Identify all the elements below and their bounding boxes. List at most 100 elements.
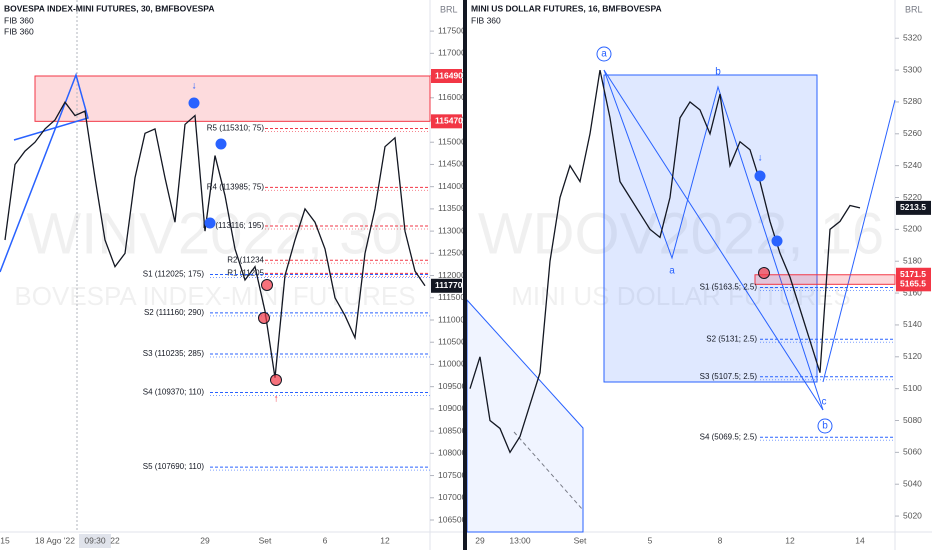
y-tick-label: 112000: [438, 270, 466, 280]
watermark: WDOV2022, 16: [478, 201, 884, 266]
price-line: [469, 69, 861, 454]
wave-line: [603, 69, 824, 411]
y-tick-label: 5160: [903, 287, 922, 297]
fib-box: [603, 74, 818, 383]
x-tick-label: 8: [718, 535, 723, 545]
x-tick-label: 29: [475, 535, 485, 545]
x-tick-label: 12: [380, 535, 390, 545]
y-tick-label: 113500: [438, 203, 466, 213]
price-tag-label: 5171.5: [900, 269, 926, 279]
y-tick-label: 110500: [438, 336, 466, 346]
wave-label: ↓: [192, 81, 197, 92]
price-tag: [896, 200, 931, 215]
projection: [513, 431, 584, 511]
watermark: BOVESPA INDEX-MINI FUTURES: [14, 281, 415, 311]
y-tick-label: 5320: [903, 32, 922, 42]
wave-line: [822, 99, 896, 383]
marker: [758, 267, 770, 279]
chart-title: MINI US DOLLAR FUTURES, 16, BMFBOVESPA: [471, 3, 662, 13]
wave-label: b: [715, 67, 721, 78]
wave-label: ↓: [758, 153, 763, 164]
marker: [188, 97, 200, 109]
pivot-label: S1 (112025; 175): [143, 270, 205, 279]
y-tick-label: 108000: [438, 448, 467, 458]
crosshair-label-bg: [79, 534, 111, 548]
y-tick-label: 5020: [903, 510, 922, 520]
y-tick-label: 117000: [438, 48, 466, 58]
y-tick-label: 5240: [903, 160, 922, 170]
wave-label: b: [822, 421, 828, 432]
pivot-label: S2 (111160; 290): [144, 308, 204, 317]
watermark: WINV2022, 30: [26, 201, 403, 266]
y-tick-label: 113000: [438, 225, 466, 235]
x-tick-label: 29: [200, 535, 210, 545]
indicator-label: FIB 360: [4, 26, 34, 36]
y-tick-label: 114500: [438, 159, 466, 169]
pivot-label: S4 (109370; 110): [143, 388, 205, 397]
x-tick-label: 09:30: [84, 535, 106, 545]
marker: [771, 235, 783, 247]
y-tick-label: 5120: [903, 351, 922, 361]
price-tag: [431, 69, 462, 83]
x-tick-label: Set: [259, 535, 272, 545]
price-tag-label: 5165.5: [900, 279, 926, 289]
y-tick-label: 5200: [903, 224, 922, 234]
pivot-label: S3 (5107.5; 2.5): [700, 372, 758, 381]
indicator-label: FIB 360: [4, 15, 34, 25]
resistance-zone: [754, 274, 896, 285]
wave-line: [603, 69, 824, 411]
price-tag: [431, 114, 462, 129]
watermark: MINI US DOLLAR FUTURES: [511, 281, 851, 311]
wave-label: a: [669, 266, 675, 277]
pivot-label: R4 (113985; 75): [207, 182, 265, 191]
currency-label: BRL: [440, 4, 458, 14]
y-tick-label: 117500: [438, 25, 466, 35]
price-tag-label: 111770: [435, 280, 463, 290]
x-tick-label: 12: [785, 535, 795, 545]
wave-label: c: [822, 397, 827, 408]
y-tick-label: 114000: [438, 181, 466, 191]
marker: [204, 217, 216, 229]
price-tag: [896, 277, 931, 292]
pivot-label: R2 (11234: [227, 255, 264, 264]
marker: [258, 312, 270, 324]
x-tick-label: 15: [0, 535, 10, 545]
marker: [270, 374, 282, 386]
y-tick-label: 112500: [438, 248, 466, 258]
y-tick-label: 5060: [903, 447, 922, 457]
x-tick-label: 22: [110, 535, 120, 545]
price-tag: [431, 278, 462, 293]
chart-title: BOVESPA INDEX-MINI FUTURES, 30, BMFBOVES…: [4, 3, 214, 13]
resistance-zone: [34, 75, 431, 122]
pivot-label: R5 (115310; 75): [207, 124, 265, 133]
x-tick-label: 14: [855, 535, 865, 545]
y-tick-label: 110000: [438, 359, 466, 369]
pivot-label: S2 (5131; 2.5): [706, 334, 757, 343]
y-tick-label: 5040: [903, 478, 922, 488]
pane-separator: [463, 0, 467, 550]
marker: [261, 279, 273, 291]
y-tick-label: 116000: [438, 92, 466, 102]
price-line: [4, 101, 426, 378]
wave-label: a: [601, 49, 607, 60]
wave-label: ↑: [274, 394, 279, 405]
y-tick-label: 107500: [438, 470, 467, 480]
y-tick-label: 109500: [438, 381, 467, 391]
marker: [754, 170, 766, 182]
y-tick-label: 5220: [903, 192, 922, 202]
y-tick-label: 108500: [438, 425, 467, 435]
y-tick-label: 115000: [438, 136, 466, 146]
trend-line: [0, 72, 89, 273]
indicator-label: FIB 360: [471, 15, 501, 25]
pivot-label: S5 (107690; 110): [143, 462, 205, 471]
x-tick-label: 13:00: [509, 535, 531, 545]
y-tick-label: 5260: [903, 128, 922, 138]
currency-label: BRL: [905, 4, 923, 14]
y-tick-label: 5180: [903, 255, 922, 265]
y-tick-label: 107000: [438, 492, 467, 502]
wave-ring: [817, 418, 833, 434]
x-tick-label: 18 Ago '22: [35, 535, 75, 545]
y-tick-label: 111000: [438, 314, 465, 324]
